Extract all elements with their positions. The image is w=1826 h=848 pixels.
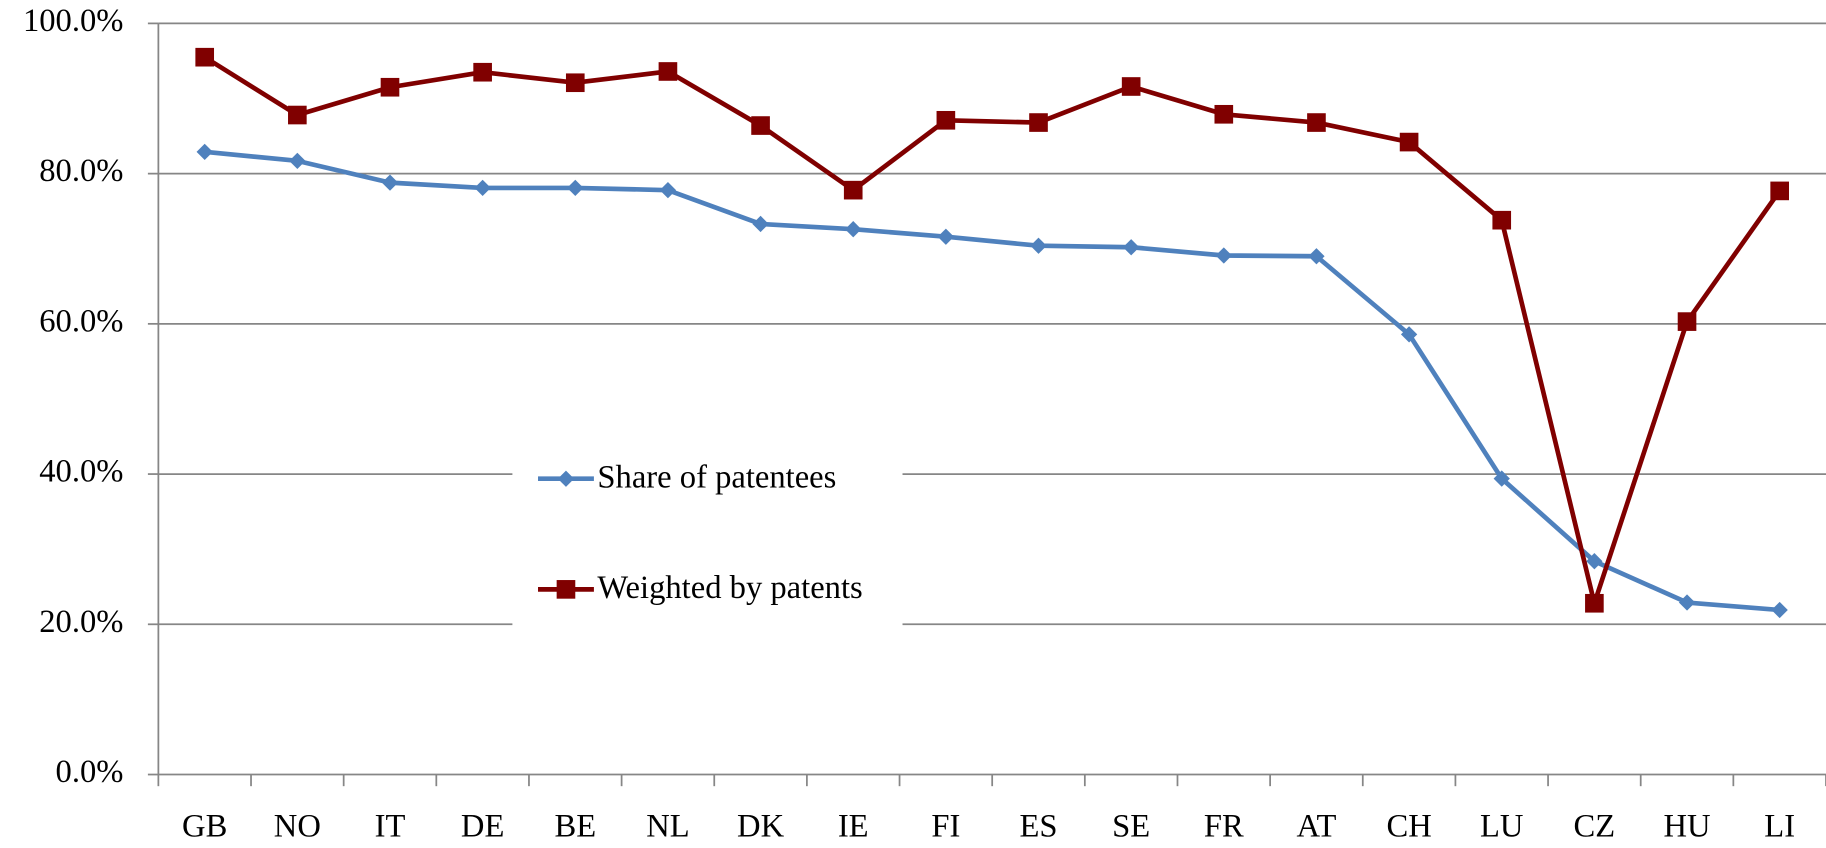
data-point bbox=[1677, 312, 1697, 331]
data-point bbox=[1307, 113, 1326, 132]
data-point bbox=[1771, 601, 1788, 619]
data-point bbox=[381, 174, 399, 191]
data-point bbox=[752, 215, 769, 233]
x-tick-label: BE bbox=[554, 809, 596, 845]
data-point bbox=[1400, 326, 1418, 343]
data-point bbox=[1215, 247, 1232, 264]
x-tick-label: IE bbox=[838, 809, 869, 845]
y-tick-label: 100.0% bbox=[23, 3, 124, 39]
data-point bbox=[380, 77, 400, 97]
y-tick-label: 20.0% bbox=[39, 604, 123, 640]
x-tick-label: HU bbox=[1663, 809, 1710, 845]
y-tick-label: 0.0% bbox=[56, 754, 124, 790]
data-point bbox=[473, 62, 492, 82]
data-point bbox=[843, 180, 863, 200]
data-point bbox=[289, 152, 306, 170]
legend-box bbox=[512, 448, 903, 647]
data-point bbox=[1586, 553, 1603, 570]
data-point bbox=[1585, 593, 1604, 613]
y-tick-label: 60.0% bbox=[39, 303, 123, 339]
data-point bbox=[659, 181, 677, 199]
x-tick-label: DE bbox=[461, 809, 504, 845]
x-tick-label: AT bbox=[1297, 809, 1337, 845]
x-tick-label: DK bbox=[737, 809, 785, 845]
x-tick-label: NL bbox=[646, 809, 689, 845]
legend-label: Weighted by patents bbox=[597, 570, 862, 606]
data-point bbox=[474, 179, 491, 197]
data-point bbox=[1493, 470, 1510, 487]
x-tick-label: IT bbox=[375, 809, 406, 845]
data-point bbox=[288, 105, 307, 125]
x-tick-label: CH bbox=[1386, 809, 1431, 845]
data-point bbox=[1123, 239, 1140, 256]
x-tick-label: CZ bbox=[1574, 809, 1616, 845]
data-point bbox=[751, 116, 770, 135]
data-point bbox=[937, 228, 955, 245]
series-line bbox=[204, 149, 1780, 613]
data-point bbox=[1029, 113, 1048, 132]
data-point bbox=[1399, 132, 1419, 152]
data-point bbox=[1030, 237, 1047, 254]
legend-marker bbox=[556, 580, 576, 599]
data-point bbox=[195, 47, 215, 67]
data-point bbox=[658, 62, 678, 81]
x-tick-label: LU bbox=[1480, 809, 1523, 845]
x-tick-label: FR bbox=[1204, 809, 1244, 845]
data-point bbox=[1214, 104, 1234, 124]
x-tick-label: GB bbox=[182, 809, 227, 845]
x-tick-label: ES bbox=[1019, 809, 1057, 845]
data-point bbox=[1678, 594, 1696, 611]
data-point bbox=[1121, 77, 1141, 96]
data-point bbox=[1770, 181, 1789, 201]
series-line bbox=[203, 55, 1782, 606]
data-point bbox=[845, 221, 862, 238]
x-tick-label: SE bbox=[1112, 809, 1150, 845]
x-tick-label: FI bbox=[931, 809, 960, 845]
data-point bbox=[1492, 210, 1512, 230]
legend-label: Share of patentees bbox=[597, 459, 836, 495]
x-tick-label: NO bbox=[274, 809, 321, 845]
x-tick-label: LI bbox=[1764, 809, 1795, 845]
data-point bbox=[936, 110, 956, 130]
data-point bbox=[565, 73, 585, 93]
data-point bbox=[567, 179, 584, 197]
data-point bbox=[196, 143, 213, 160]
legend-marker bbox=[557, 470, 575, 487]
y-tick-label: 40.0% bbox=[39, 454, 123, 490]
data-point bbox=[1308, 248, 1325, 265]
y-tick-label: 80.0% bbox=[39, 153, 123, 189]
